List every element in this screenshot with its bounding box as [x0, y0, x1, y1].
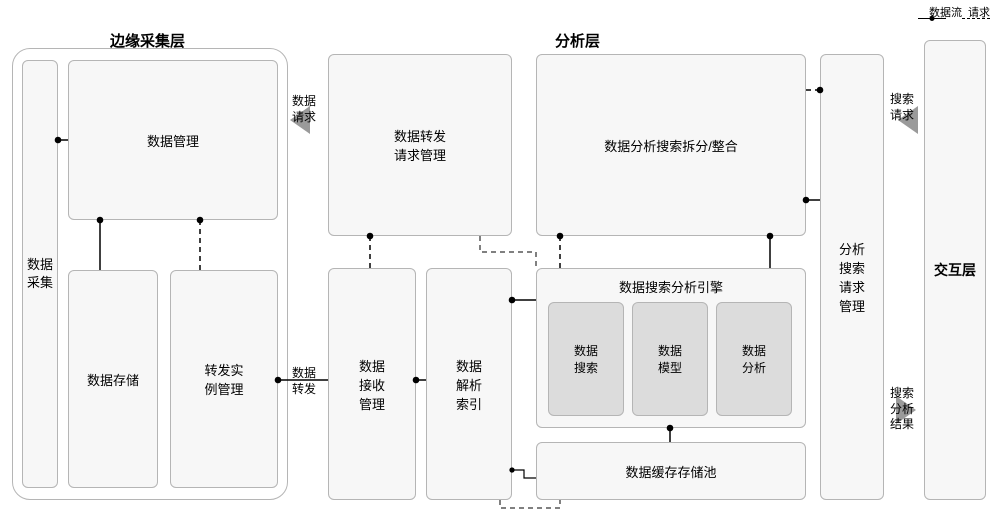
- data-collect-label: 数据 采集: [27, 256, 53, 292]
- edge-layer-title: 边缘采集层: [110, 30, 185, 51]
- forward-req-mgmt-box: 数据转发 请求管理: [328, 54, 512, 236]
- split-merge-box: 数据分析搜索拆分/整合: [536, 54, 806, 236]
- data-manage-box: 数据管理: [68, 60, 278, 220]
- forward-req-mgmt-label: 数据转发 请求管理: [394, 126, 446, 164]
- legend-dash-line: [962, 18, 990, 19]
- engine-search-box: 数据 搜索: [548, 302, 624, 416]
- interact-layer-box: 交互层: [924, 40, 986, 500]
- data-manage-label: 数据管理: [147, 131, 199, 150]
- req-mgmt-label: 分析 搜索 请求 管理: [839, 239, 865, 315]
- req-mgmt-box: 分析 搜索 请求 管理: [820, 54, 884, 500]
- data-forward-label: 数据 转发: [292, 366, 316, 397]
- split-merge-label: 数据分析搜索拆分/整合: [604, 136, 738, 155]
- data-request-label: 数据 请求: [292, 94, 316, 125]
- legend-lines: [918, 18, 990, 19]
- recv-mgmt-label: 数据 接收 管理: [359, 356, 385, 413]
- data-store-label: 数据存储: [87, 370, 139, 389]
- legend-solid-line: [918, 18, 946, 19]
- search-request-label: 搜索 请求: [890, 92, 914, 123]
- parse-index-box: 数据 解析 索引: [426, 268, 512, 500]
- engine-analyze-label: 数据 分析: [742, 342, 766, 376]
- interact-layer-title: 交互层: [934, 260, 976, 280]
- forward-inst-box: 转发实 例管理: [170, 270, 278, 488]
- parse-index-label: 数据 解析 索引: [456, 356, 482, 413]
- analysis-layer-title: 分析层: [555, 30, 600, 51]
- engine-search-label: 数据 搜索: [574, 342, 598, 376]
- cache-pool-box: 数据缓存存储池: [536, 442, 806, 500]
- engine-model-box: 数据 模型: [632, 302, 708, 416]
- engine-title-label: 数据搜索分析引擎: [619, 277, 723, 296]
- cache-pool-label: 数据缓存存储池: [625, 462, 716, 481]
- engine-analyze-box: 数据 分析: [716, 302, 792, 416]
- forward-inst-label: 转发实 例管理: [204, 360, 243, 398]
- recv-mgmt-box: 数据 接收 管理: [328, 268, 416, 500]
- data-store-box: 数据存储: [68, 270, 158, 488]
- search-result-label: 搜索 分析 结果: [890, 386, 914, 433]
- data-collect-box: 数据 采集: [22, 60, 58, 488]
- engine-model-label: 数据 模型: [658, 342, 682, 376]
